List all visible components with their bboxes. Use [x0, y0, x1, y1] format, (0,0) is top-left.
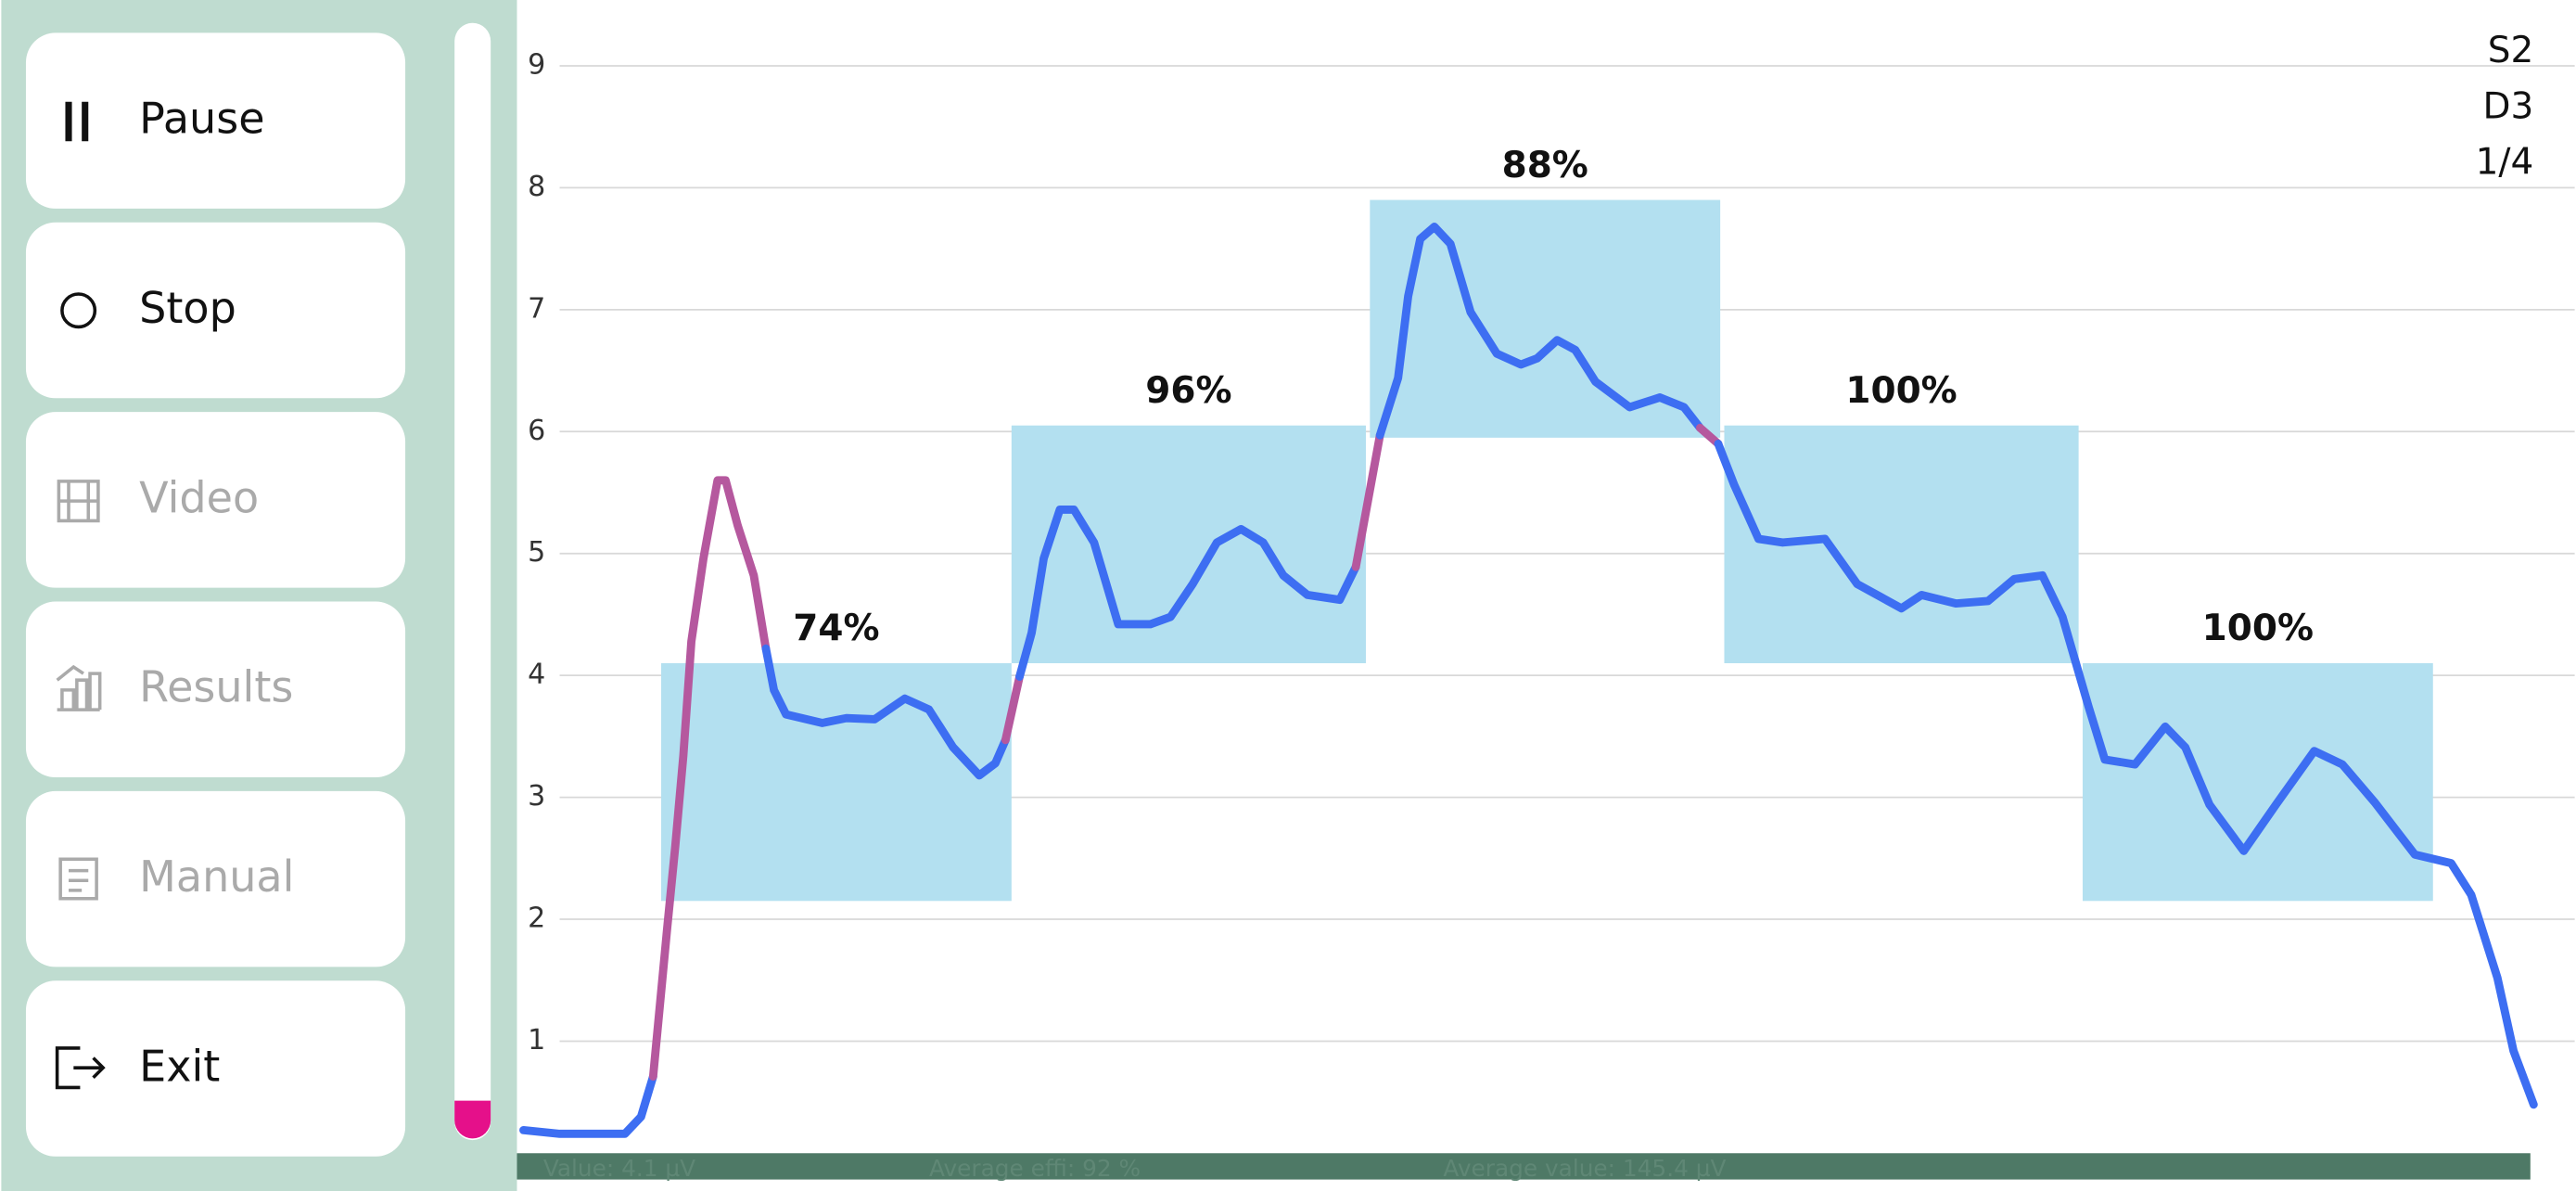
sidebar-button [25, 601, 406, 778]
target-percent: 88% [1502, 145, 1588, 186]
target-box [2082, 663, 2433, 902]
signal-trace [519, 1072, 657, 1138]
y-tick-label: 8 [528, 171, 545, 203]
y-tick-label: 6 [528, 415, 545, 447]
target-percent: 74% [793, 608, 879, 649]
y-tick-label: 5 [528, 536, 545, 569]
sidebar-button[interactable] [25, 32, 406, 209]
button-label: Stop [139, 283, 236, 333]
target-percent: 100% [2202, 608, 2314, 649]
pause-icon [65, 101, 89, 142]
signal-trace [1001, 672, 1024, 745]
footer-text: Average effi: 92 % [929, 1155, 1141, 1182]
video-icon [57, 480, 100, 523]
exit-icon [55, 1046, 106, 1090]
status-text: D3 [2483, 85, 2534, 127]
footer-bar [516, 1153, 2531, 1180]
icons [55, 101, 106, 1090]
footer-text: Average value: 145.4 µV [1443, 1155, 1726, 1182]
button-group: Pause Stop Video Results Manual Exit [25, 32, 406, 1157]
target-box [1011, 425, 1366, 664]
sidebar-button[interactable] [25, 980, 406, 1157]
target-percent: 96% [1145, 370, 1231, 412]
y-tick-label: 2 [528, 903, 545, 935]
level-track [454, 22, 491, 1141]
level-fill [454, 1100, 491, 1139]
results-icon [56, 664, 102, 711]
button-label: Exit [139, 1041, 220, 1091]
y-tick-label: 9 [528, 48, 545, 81]
signal-trace [1714, 439, 2538, 1109]
status-text: 1/4 [2476, 142, 2534, 184]
button-label: Video [139, 472, 259, 522]
sidebar-button [25, 412, 406, 588]
y-tick-label: 4 [528, 659, 545, 691]
status-text: S2 [2488, 30, 2534, 71]
footer-text: Value: 4.1 µV [543, 1155, 695, 1182]
sidebar-button[interactable] [25, 222, 406, 399]
sidebar-button [25, 790, 406, 967]
button-label: Pause [139, 94, 264, 144]
y-tick-label: 7 [528, 292, 545, 325]
signal-trace [1015, 505, 1360, 681]
button-label: Results [139, 662, 293, 712]
target-percent: 100% [1845, 370, 1957, 412]
signal-trace [1375, 223, 1704, 440]
signal-trace [1351, 430, 1384, 571]
y-tick-label: 3 [528, 780, 545, 813]
target-box [661, 663, 1012, 902]
y-tick-label: 1 [528, 1024, 545, 1057]
manual-icon [58, 857, 98, 901]
button-label: Manual [139, 852, 294, 902]
signal-trace [648, 476, 771, 1082]
stop-icon [60, 292, 97, 329]
signal-trace [761, 644, 1010, 780]
plot: 1 2 3 4 5 6 7 8 9 74% 96% 88% 100% 100% [519, 48, 2575, 1138]
